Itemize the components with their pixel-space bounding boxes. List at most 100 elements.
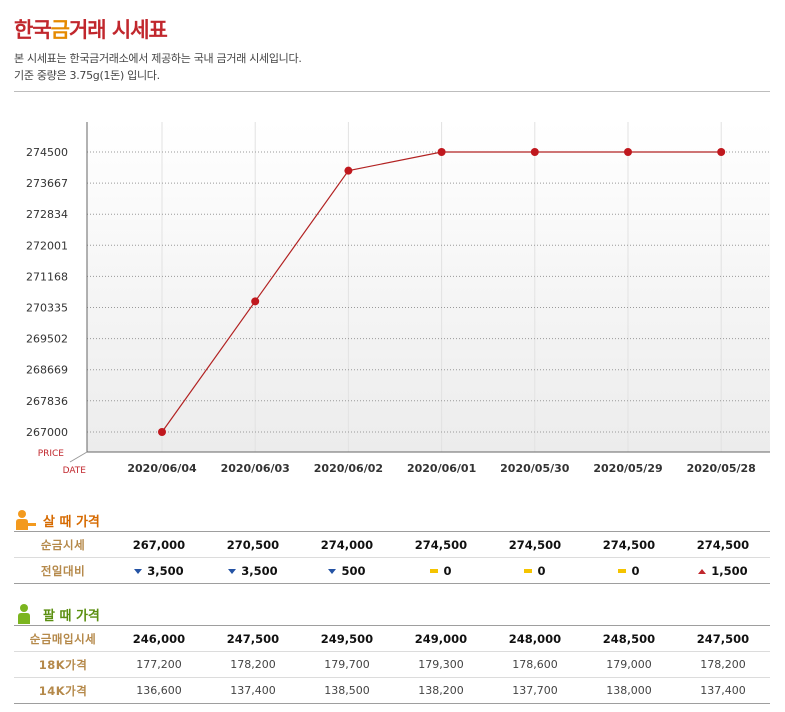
price-cell: 178,200 <box>676 651 770 678</box>
price-cell: 274,500 <box>676 531 770 558</box>
arrow-down-icon <box>328 568 337 574</box>
buy-price-heading: 살 때 가격 <box>14 509 100 531</box>
price-cell: 274,500 <box>394 531 488 558</box>
change-cell: 0 <box>582 557 676 584</box>
price-cell: 179,300 <box>394 651 488 678</box>
change-cell: 0 <box>488 557 582 584</box>
table-row: 순금시세 267,000 270,500 274,000 274,500 274,500 2… <box>14 531 770 558</box>
price-cell: 248,500 <box>582 625 676 652</box>
price-cell: 246,000 <box>112 625 206 652</box>
price-cell: 179,000 <box>582 651 676 678</box>
change-cell: 0 <box>394 557 488 584</box>
price-cell: 274,500 <box>488 531 582 558</box>
change-value: 0 <box>631 563 640 578</box>
arrow-down-icon <box>134 568 143 574</box>
data-point <box>530 148 539 156</box>
change-value: 3,500 <box>241 563 278 578</box>
data-point <box>437 148 446 156</box>
change-value: 500 <box>341 563 366 578</box>
price-cell: 178,200 <box>206 651 300 678</box>
person-icon <box>18 604 30 624</box>
axis-corner-line <box>69 451 88 463</box>
y-tick-label: 273667 <box>26 177 68 190</box>
title-accent: 금 <box>50 18 70 42</box>
y-tick-label: 269502 <box>26 333 68 346</box>
price-line-chart: PRICE DATE 274500 273667 272834 272001 27116… <box>26 122 770 476</box>
price-cell: 137,400 <box>206 677 300 704</box>
arrow-up-icon <box>698 568 707 574</box>
flat-dash-icon <box>524 569 533 573</box>
data-point <box>624 148 632 156</box>
change-cell: 3,500 <box>112 557 206 584</box>
page-description: 본 시세표는 한국금거래소에서 제공하는 국내 금거래 시세입니다. 기준 중량… <box>14 50 302 84</box>
sell-price-table: 순금매입시세 246,000 247,500 249,500 249,000 248,00… <box>14 625 770 704</box>
table-row: 18K가격 177,200 178,200 179,700 179,300 178,600… <box>14 651 770 678</box>
x-tick-label: 2020/06/01 <box>407 462 476 475</box>
change-cell: 3,500 <box>206 557 300 584</box>
buy-heading-label: 살 때 가격 <box>43 514 100 530</box>
price-cell: 137,400 <box>676 677 770 704</box>
price-cell: 177,200 <box>112 651 206 678</box>
table-row: 14K가격 136,600 137,400 138,500 138,200 137,700… <box>14 677 770 704</box>
row-label: 순금시세 <box>14 531 112 558</box>
x-tick-label: 2020/05/30 <box>500 462 570 475</box>
plot-area <box>87 122 770 452</box>
data-point <box>251 297 260 306</box>
price-cell: 179,700 <box>300 651 394 678</box>
x-tick-label: 2020/06/04 <box>127 462 197 475</box>
price-cell: 270,500 <box>206 531 300 558</box>
row-label: 14K가격 <box>14 677 112 704</box>
price-cell: 267,000 <box>112 531 206 558</box>
price-cell: 247,500 <box>676 625 770 652</box>
change-value: 1,500 <box>711 563 748 578</box>
person-icon <box>16 510 36 530</box>
price-cell: 138,000 <box>582 677 676 704</box>
y-tick-label: 274500 <box>26 146 68 159</box>
divider <box>14 91 770 92</box>
data-point <box>344 166 353 175</box>
data-point <box>158 428 166 436</box>
flat-dash-icon <box>430 569 439 573</box>
y-tick-label: 267836 <box>26 395 68 408</box>
x-tick-label: 2020/06/03 <box>221 462 290 475</box>
sell-price-heading: 팔 때 가격 <box>14 603 100 625</box>
price-cell: 136,600 <box>112 677 206 704</box>
price-cell: 274,000 <box>300 531 394 558</box>
y-axis-label: PRICE <box>38 449 65 459</box>
title-part2: 거래 시세표 <box>68 18 168 42</box>
data-point <box>717 148 726 156</box>
description-line-1: 본 시세표는 한국금거래소에서 제공하는 국내 금거래 시세입니다. <box>14 52 302 65</box>
y-tick-label: 270335 <box>26 301 68 314</box>
x-tick-label: 2020/06/02 <box>314 462 383 475</box>
y-tick-label: 268669 <box>26 364 68 377</box>
title-part1: 한국 <box>14 18 52 42</box>
y-tick-label: 272001 <box>26 239 68 252</box>
row-label: 순금매입시세 <box>14 625 112 652</box>
flat-dash-icon <box>618 569 627 573</box>
change-cell: 500 <box>300 557 394 584</box>
x-axis-label: DATE <box>63 466 87 476</box>
page-title: 한국금거래 시세표 <box>14 14 168 44</box>
price-cell: 274,500 <box>582 531 676 558</box>
sell-heading-label: 팔 때 가격 <box>43 608 100 624</box>
price-cell: 138,200 <box>394 677 488 704</box>
change-cell: 1,500 <box>676 557 770 584</box>
arrow-down-icon <box>228 568 237 574</box>
row-label: 전일대비 <box>14 557 112 584</box>
y-tick-label: 271168 <box>26 270 68 283</box>
table-row: 전일대비 3,500 3,500 500 0 0 0 1,500 <box>14 557 770 584</box>
price-cell: 247,500 <box>206 625 300 652</box>
table-row: 순금매입시세 246,000 247,500 249,500 249,000 248,00… <box>14 625 770 652</box>
price-cell: 137,700 <box>488 677 582 704</box>
y-tick-label: 272834 <box>26 208 68 221</box>
change-value: 3,500 <box>147 563 184 578</box>
price-cell: 138,500 <box>300 677 394 704</box>
change-value: 0 <box>443 563 452 578</box>
x-tick-label: 2020/05/28 <box>687 462 756 475</box>
price-cell: 249,500 <box>300 625 394 652</box>
x-tick-label: 2020/05/29 <box>593 462 662 475</box>
buy-price-table: 순금시세 267,000 270,500 274,000 274,500 274,500 2… <box>14 531 770 584</box>
change-value: 0 <box>537 563 546 578</box>
y-tick-label: 267000 <box>26 426 68 439</box>
price-cell: 249,000 <box>394 625 488 652</box>
